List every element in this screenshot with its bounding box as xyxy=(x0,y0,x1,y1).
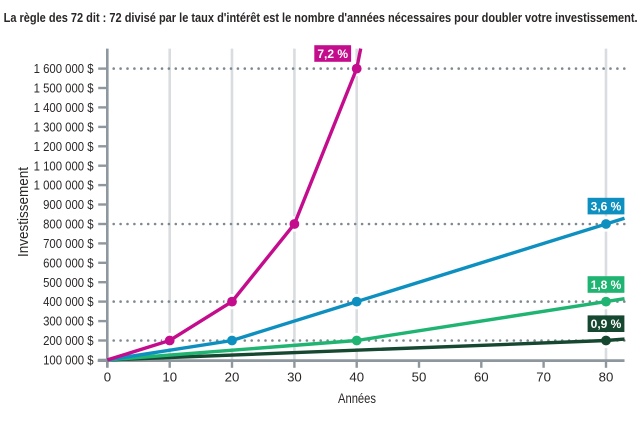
svg-text:1 400 000 $: 1 400 000 $ xyxy=(34,100,95,115)
svg-text:100 000 $: 100 000 $ xyxy=(43,353,94,368)
svg-text:1 600 000 $: 1 600 000 $ xyxy=(34,61,95,76)
svg-text:800 000 $: 800 000 $ xyxy=(43,217,94,232)
svg-text:40: 40 xyxy=(349,370,364,385)
svg-text:La règle des 72 dit : 72 divis: La règle des 72 dit : 72 divisé par le t… xyxy=(4,11,638,25)
svg-text:400 000 $: 400 000 $ xyxy=(43,294,94,309)
svg-text:Investissement: Investissement xyxy=(16,167,32,257)
svg-text:300 000 $: 300 000 $ xyxy=(43,314,94,329)
svg-text:1 300 000 $: 1 300 000 $ xyxy=(34,120,95,135)
svg-text:700 000 $: 700 000 $ xyxy=(43,236,94,251)
svg-text:1,8 %: 1,8 % xyxy=(591,278,622,292)
svg-text:1 100 000 $: 1 100 000 $ xyxy=(34,158,95,173)
svg-text:1 200 000 $: 1 200 000 $ xyxy=(34,139,95,154)
svg-text:600 000 $: 600 000 $ xyxy=(43,255,94,270)
svg-text:1 000 000 $: 1 000 000 $ xyxy=(34,178,95,193)
svg-text:0: 0 xyxy=(104,370,111,385)
svg-text:0,9 %: 0,9 % xyxy=(591,317,622,331)
svg-text:10: 10 xyxy=(162,370,177,385)
svg-text:7,2 %: 7,2 % xyxy=(317,47,348,61)
svg-text:3,6 %: 3,6 % xyxy=(591,199,622,213)
svg-text:200 000 $: 200 000 $ xyxy=(43,333,94,348)
svg-text:60: 60 xyxy=(474,370,489,385)
svg-text:70: 70 xyxy=(536,370,551,385)
svg-text:20: 20 xyxy=(225,370,240,385)
svg-text:50: 50 xyxy=(412,370,427,385)
svg-text:80: 80 xyxy=(599,370,614,385)
svg-text:500 000 $: 500 000 $ xyxy=(43,275,94,290)
svg-text:30: 30 xyxy=(287,370,302,385)
svg-text:1 500 000 $: 1 500 000 $ xyxy=(34,81,95,96)
svg-text:Années: Années xyxy=(338,391,376,406)
svg-text:900 000 $: 900 000 $ xyxy=(43,197,94,212)
